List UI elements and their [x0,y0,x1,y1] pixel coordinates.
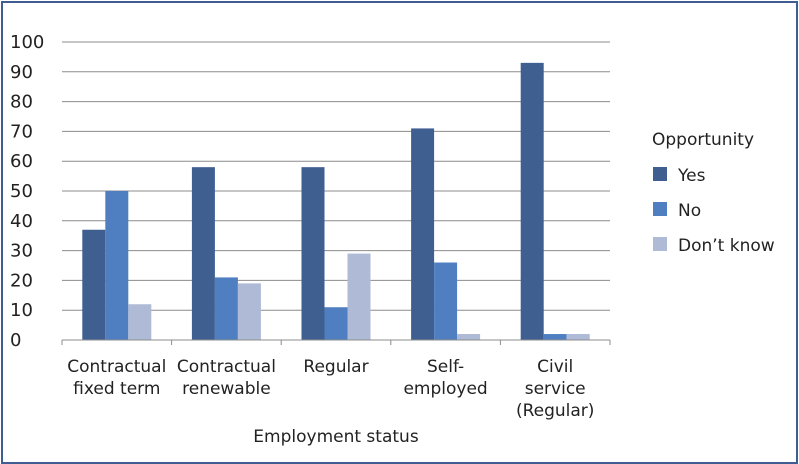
legend-label-don-t-know: Don’t know [678,236,775,256]
y-tick-label: 40 [10,211,33,232]
x-axis-category-labels: Contractual fixed term Contractual renewabl… [67,357,594,421]
y-tick-label: 20 [10,270,33,291]
bar-no-self-employed [434,262,458,340]
y-tick-label: 60 [10,151,33,172]
legend: Yes No Don’t know [653,166,775,256]
bar-yes-civil-service-regular [520,62,544,341]
y-tick-label: 90 [10,62,33,83]
bar-yes-self-employed [411,128,435,340]
x-category-label: Contractual fixed term [67,357,166,399]
legend-swatch-yes [653,167,667,181]
bar-no-civil-service-regular [543,334,567,340]
x-axis-title: Employment status [253,427,419,447]
x-category-label: Self-employed [403,357,487,399]
bars [82,62,590,341]
bar-no-contractual-renewable [214,277,238,340]
legend-swatch-don-t-know [653,237,667,251]
y-tick-label: 80 [10,92,33,113]
y-tick-label: 70 [10,121,33,142]
bar-yes-contractual-renewable [191,167,215,340]
y-tick-label: 50 [10,181,33,202]
bar-no-regular [324,307,348,340]
y-tick-label: 0 [10,330,21,351]
bar-no-contractual-fixed-term [105,191,129,340]
bar-don-t-know-contractual-renewable [237,283,261,340]
bar-yes-contractual-fixed-term [82,229,106,340]
x-category-label: Civil service (Regular) [516,357,594,421]
bar-don-t-know-self-employed [457,334,481,340]
x-axis-tick-marks [61,340,611,345]
x-category-label: Regular [303,357,368,377]
legend-title: Opportunity [652,130,754,150]
y-tick-label: 100 [10,32,44,53]
x-category-label: Contractual renewable [177,357,276,399]
legend-label-yes: Yes [677,166,706,186]
gridlines [62,41,610,311]
bar-don-t-know-civil-service-regular [566,334,590,340]
y-tick-label: 10 [10,300,33,321]
legend-label-no: No [678,201,701,221]
bar-don-t-know-regular [347,253,371,340]
legend-swatch-no [653,202,667,216]
bar-don-t-know-contractual-fixed-term [128,304,152,340]
y-tick-label: 30 [10,241,33,262]
bar-yes-regular [301,167,325,340]
y-axis-tick-labels: 0 10 20 30 40 50 60 70 80 90 100 [10,32,44,351]
